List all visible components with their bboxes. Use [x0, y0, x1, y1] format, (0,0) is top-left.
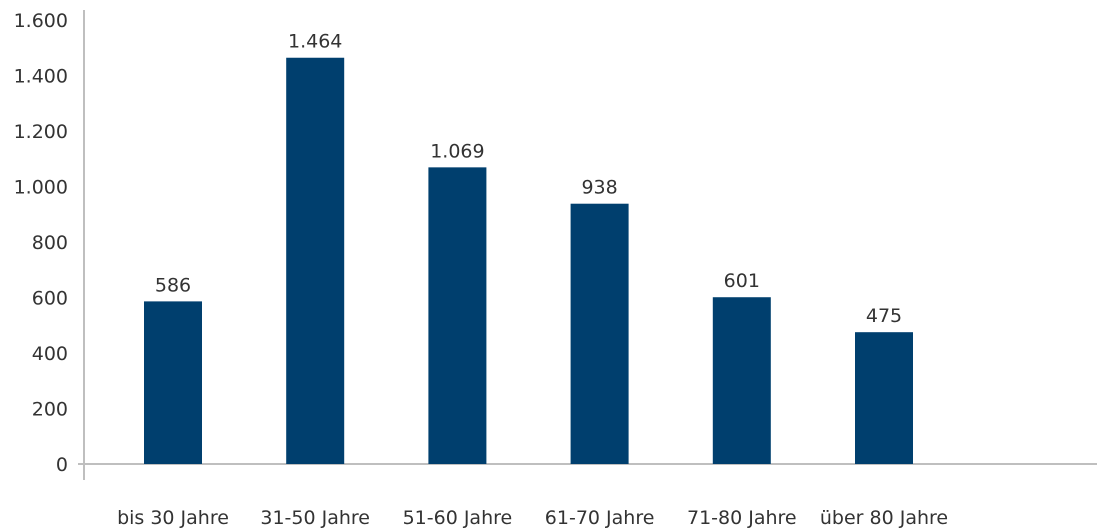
data-label: 586 [155, 274, 191, 296]
data-label: 475 [866, 305, 902, 327]
y-tick-label: 400 [32, 343, 68, 365]
category-label: bis 30 Jahre [117, 507, 229, 529]
y-tick-label: 0 [56, 454, 68, 476]
category-label: 51-60 Jahre [403, 507, 513, 529]
y-tick-label: 800 [32, 232, 68, 254]
y-tick-label: 1.400 [14, 66, 68, 88]
category-label: 61-70 Jahre [545, 507, 655, 529]
y-axis: 0 200 400 600 800 1.000 1.200 1.400 1.600 [14, 10, 85, 480]
y-tick-label: 1.600 [14, 10, 68, 32]
category-labels: bis 30 Jahre 31-50 Jahre 51-60 Jahre 61-70 … [117, 507, 948, 529]
bar [144, 301, 202, 464]
data-label: 1.464 [288, 31, 342, 53]
bar [712, 297, 771, 464]
y-tick-label: 1.000 [14, 177, 68, 199]
category-label: 31-50 Jahre [260, 507, 370, 529]
y-tick-label: 600 [32, 288, 68, 310]
bars [144, 57, 913, 465]
y-tick-label: 200 [32, 399, 68, 421]
data-label: 938 [581, 177, 617, 199]
data-label: 601 [724, 270, 760, 292]
data-labels: 586 1.464 1.069 938 601 475 [155, 31, 902, 327]
data-label: 1.069 [430, 140, 484, 162]
category-label: 71-80 Jahre [687, 507, 797, 529]
bar [570, 203, 629, 464]
y-tick-label: 1.200 [14, 121, 68, 143]
category-label: über 80 Jahre [820, 507, 948, 529]
bar [855, 332, 913, 464]
bar [428, 167, 487, 465]
bar [286, 57, 345, 465]
